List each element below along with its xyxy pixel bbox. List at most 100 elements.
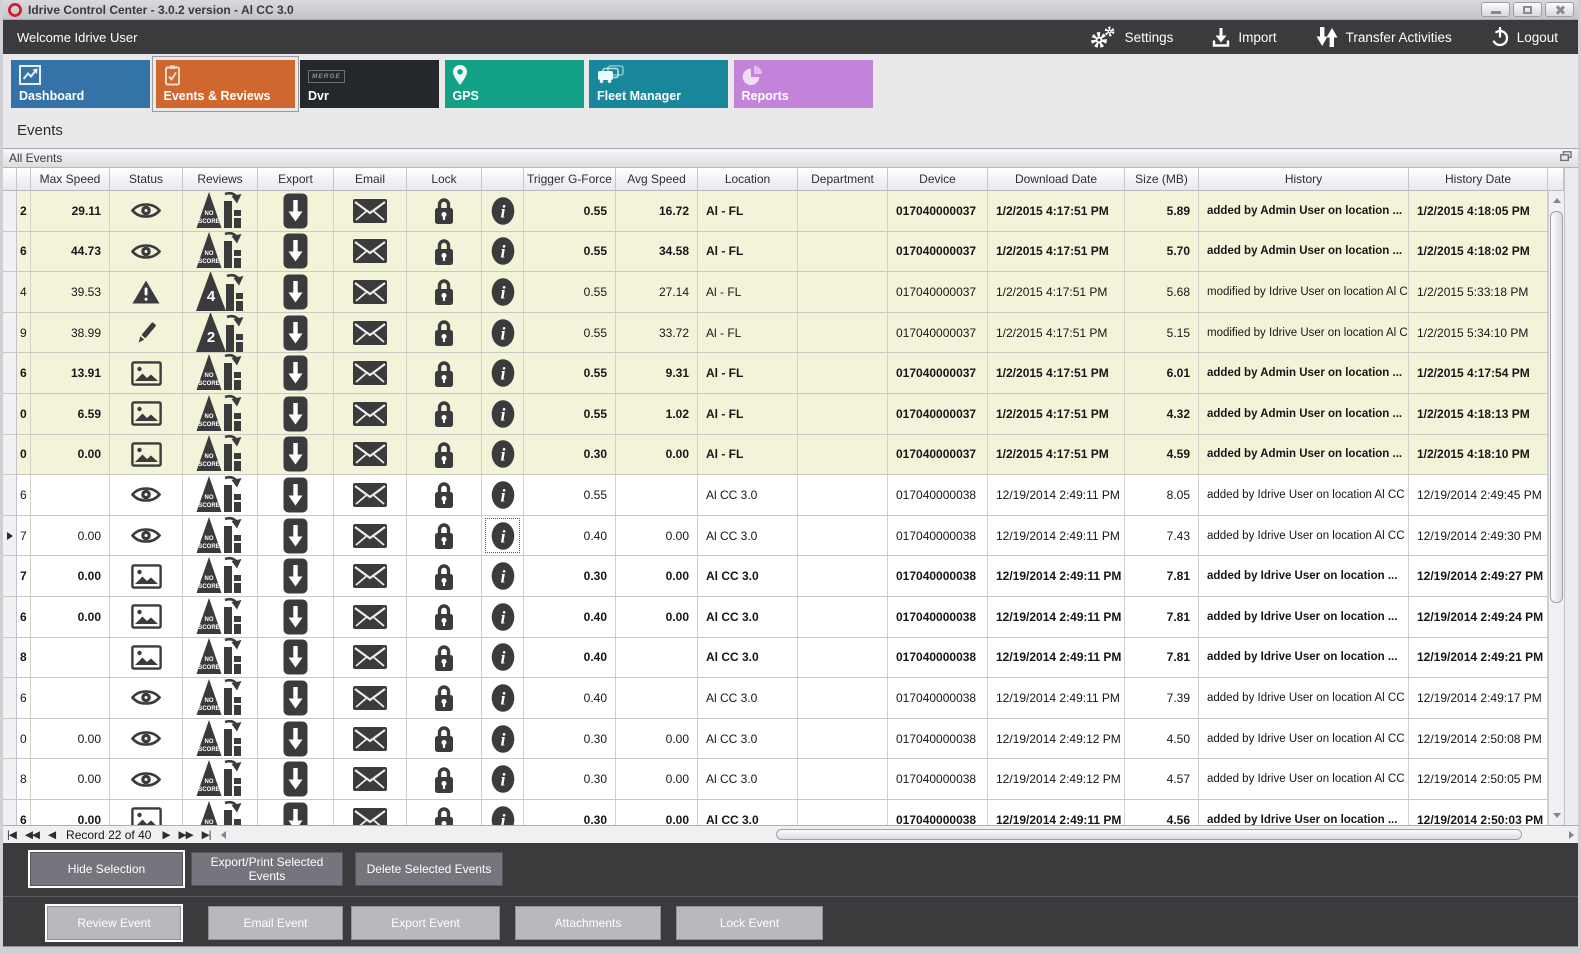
review-event-button[interactable]: Review Event (47, 906, 181, 940)
minimize-button[interactable] (1481, 2, 1510, 17)
cell-info[interactable]: i (482, 759, 524, 799)
column-header-device[interactable]: Device (888, 168, 988, 190)
cell-reviews[interactable]: NO SCORE (183, 718, 258, 759)
info-icon[interactable]: i (491, 764, 515, 794)
review-score-icon[interactable]: NO SCORE (196, 191, 244, 231)
cell-email[interactable] (334, 475, 407, 515)
table-row[interactable]: 6 NO SCORE i 0.55 Al CC 3.0 017040000038 12/19/… (3, 475, 1548, 516)
cell-reviews[interactable]: NO SCORE (183, 191, 258, 231)
email-icon[interactable] (353, 239, 387, 264)
cell-email[interactable] (334, 759, 407, 799)
info-icon[interactable]: i (491, 358, 515, 388)
email-icon[interactable] (353, 482, 387, 507)
horizontal-scrollbar[interactable] (230, 828, 1562, 842)
cell-email[interactable] (334, 637, 407, 678)
cell-email[interactable] (334, 718, 407, 759)
hscroll-right-arrow[interactable] (1564, 828, 1578, 842)
cell-email[interactable] (334, 678, 407, 718)
cell-email[interactable] (334, 556, 407, 596)
logout-button[interactable]: Logout (1484, 26, 1564, 48)
table-row[interactable]: 0 0.00 NO SCORE i 0.30 0.00 Al CC 3.0 0170400000… (3, 718, 1548, 760)
email-icon[interactable] (353, 442, 387, 467)
cell-email[interactable] (334, 393, 407, 434)
row-gutter[interactable] (3, 231, 17, 272)
email-icon[interactable] (353, 198, 387, 223)
table-row[interactable]: 2 29.11 NO SCORE i 0.55 16.72 Al - FL 0170400000… (3, 191, 1548, 232)
cell-lock[interactable] (407, 718, 482, 759)
lock-icon[interactable] (433, 440, 455, 469)
tab-dashboard[interactable]: Dashboard (11, 60, 150, 108)
cell-export[interactable] (258, 759, 334, 799)
next-record-button[interactable]: ▶ (162, 828, 170, 841)
first-record-button[interactable]: |◀ (7, 828, 17, 841)
prev-record-button[interactable]: ◀ (47, 828, 56, 841)
hide-selection-button[interactable]: Hide Selection (30, 852, 183, 886)
review-score-icon[interactable]: NO SCORE (196, 719, 244, 759)
lock-icon[interactable] (433, 765, 455, 794)
cell-export[interactable] (258, 191, 334, 231)
row-gutter[interactable] (3, 191, 17, 231)
review-score-icon[interactable]: NO SCORE (196, 597, 244, 637)
import-button[interactable]: Import (1205, 25, 1282, 49)
column-header-reviews[interactable]: Reviews (183, 168, 258, 190)
scroll-down-arrow[interactable] (1549, 808, 1564, 823)
cell-lock[interactable] (407, 637, 482, 678)
email-icon[interactable] (353, 320, 387, 345)
cell-reviews[interactable]: NO SCORE (183, 678, 258, 718)
cell-reviews[interactable]: NO SCORE (183, 556, 258, 596)
table-row[interactable]: 0 6.59 NO SCORE i 0.55 1.02 Al - FL 017040000037… (3, 393, 1548, 435)
column-header-status[interactable]: Status (110, 168, 183, 190)
cell-export[interactable] (258, 434, 334, 475)
row-gutter[interactable] (3, 678, 17, 718)
delete-selected-events-button[interactable]: Delete Selected Events (355, 852, 503, 886)
info-icon[interactable]: i (491, 642, 515, 672)
export-icon[interactable] (283, 599, 308, 635)
scroll-up-arrow[interactable] (1549, 193, 1564, 208)
cell-lock[interactable] (407, 556, 482, 596)
tab-gps[interactable]: GPS (444, 60, 584, 108)
lock-icon[interactable] (433, 724, 455, 753)
cell-export[interactable] (258, 353, 334, 393)
lock-icon[interactable] (433, 683, 455, 712)
export-icon[interactable] (283, 761, 308, 797)
cell-email[interactable] (334, 353, 407, 393)
row-gutter[interactable] (3, 556, 17, 596)
email-event-button[interactable]: Email Event (208, 906, 343, 940)
cell-info[interactable]: i (482, 596, 524, 637)
cell-email[interactable] (334, 799, 407, 825)
export-icon[interactable] (283, 274, 308, 310)
row-gutter[interactable] (3, 312, 17, 353)
cell-export[interactable] (258, 312, 334, 353)
email-icon[interactable] (353, 685, 387, 710)
table-row[interactable]: 7 0.00 NO SCORE i 0.40 0.00 Al CC 3.0 0170400000… (3, 515, 1548, 557)
cell-export[interactable] (258, 475, 334, 515)
cell-reviews[interactable]: 4 (183, 272, 258, 312)
info-icon[interactable]: i (491, 683, 515, 713)
export-icon[interactable] (283, 315, 308, 351)
review-score-icon[interactable]: 4 (196, 272, 244, 312)
cell-export[interactable] (258, 718, 334, 759)
cell-export[interactable] (258, 556, 334, 596)
cell-export[interactable] (258, 799, 334, 825)
cell-reviews[interactable]: 2 (183, 312, 258, 353)
column-header-avg-speed[interactable]: Avg Speed (616, 168, 698, 190)
info-icon[interactable]: i (491, 236, 515, 266)
cell-reviews[interactable]: NO SCORE (183, 596, 258, 637)
settings-button[interactable]: Settings (1082, 24, 1180, 51)
cell-lock[interactable] (407, 191, 482, 231)
export-print-selected-events-button[interactable]: Export/Print Selected Events (191, 852, 343, 886)
cell-lock[interactable] (407, 475, 482, 515)
cell-info[interactable]: i (482, 191, 524, 231)
table-row[interactable]: 6 0.00 NO SCORE i 0.40 0.00 Al CC 3.0 0170400000… (3, 596, 1548, 638)
info-icon[interactable]: i (491, 724, 515, 754)
email-icon[interactable] (353, 767, 387, 792)
review-score-icon[interactable]: NO SCORE (196, 759, 244, 799)
hscroll-left-arrow[interactable] (216, 828, 230, 842)
cell-reviews[interactable]: NO SCORE (183, 393, 258, 434)
cell-lock[interactable] (407, 272, 482, 312)
table-row[interactable]: 7 0.00 NO SCORE i 0.30 0.00 Al CC 3.0 0170400000… (3, 556, 1548, 597)
cell-info[interactable]: i (482, 515, 524, 556)
row-gutter[interactable] (3, 759, 17, 799)
lock-icon[interactable] (433, 602, 455, 631)
lock-icon[interactable] (433, 562, 455, 591)
